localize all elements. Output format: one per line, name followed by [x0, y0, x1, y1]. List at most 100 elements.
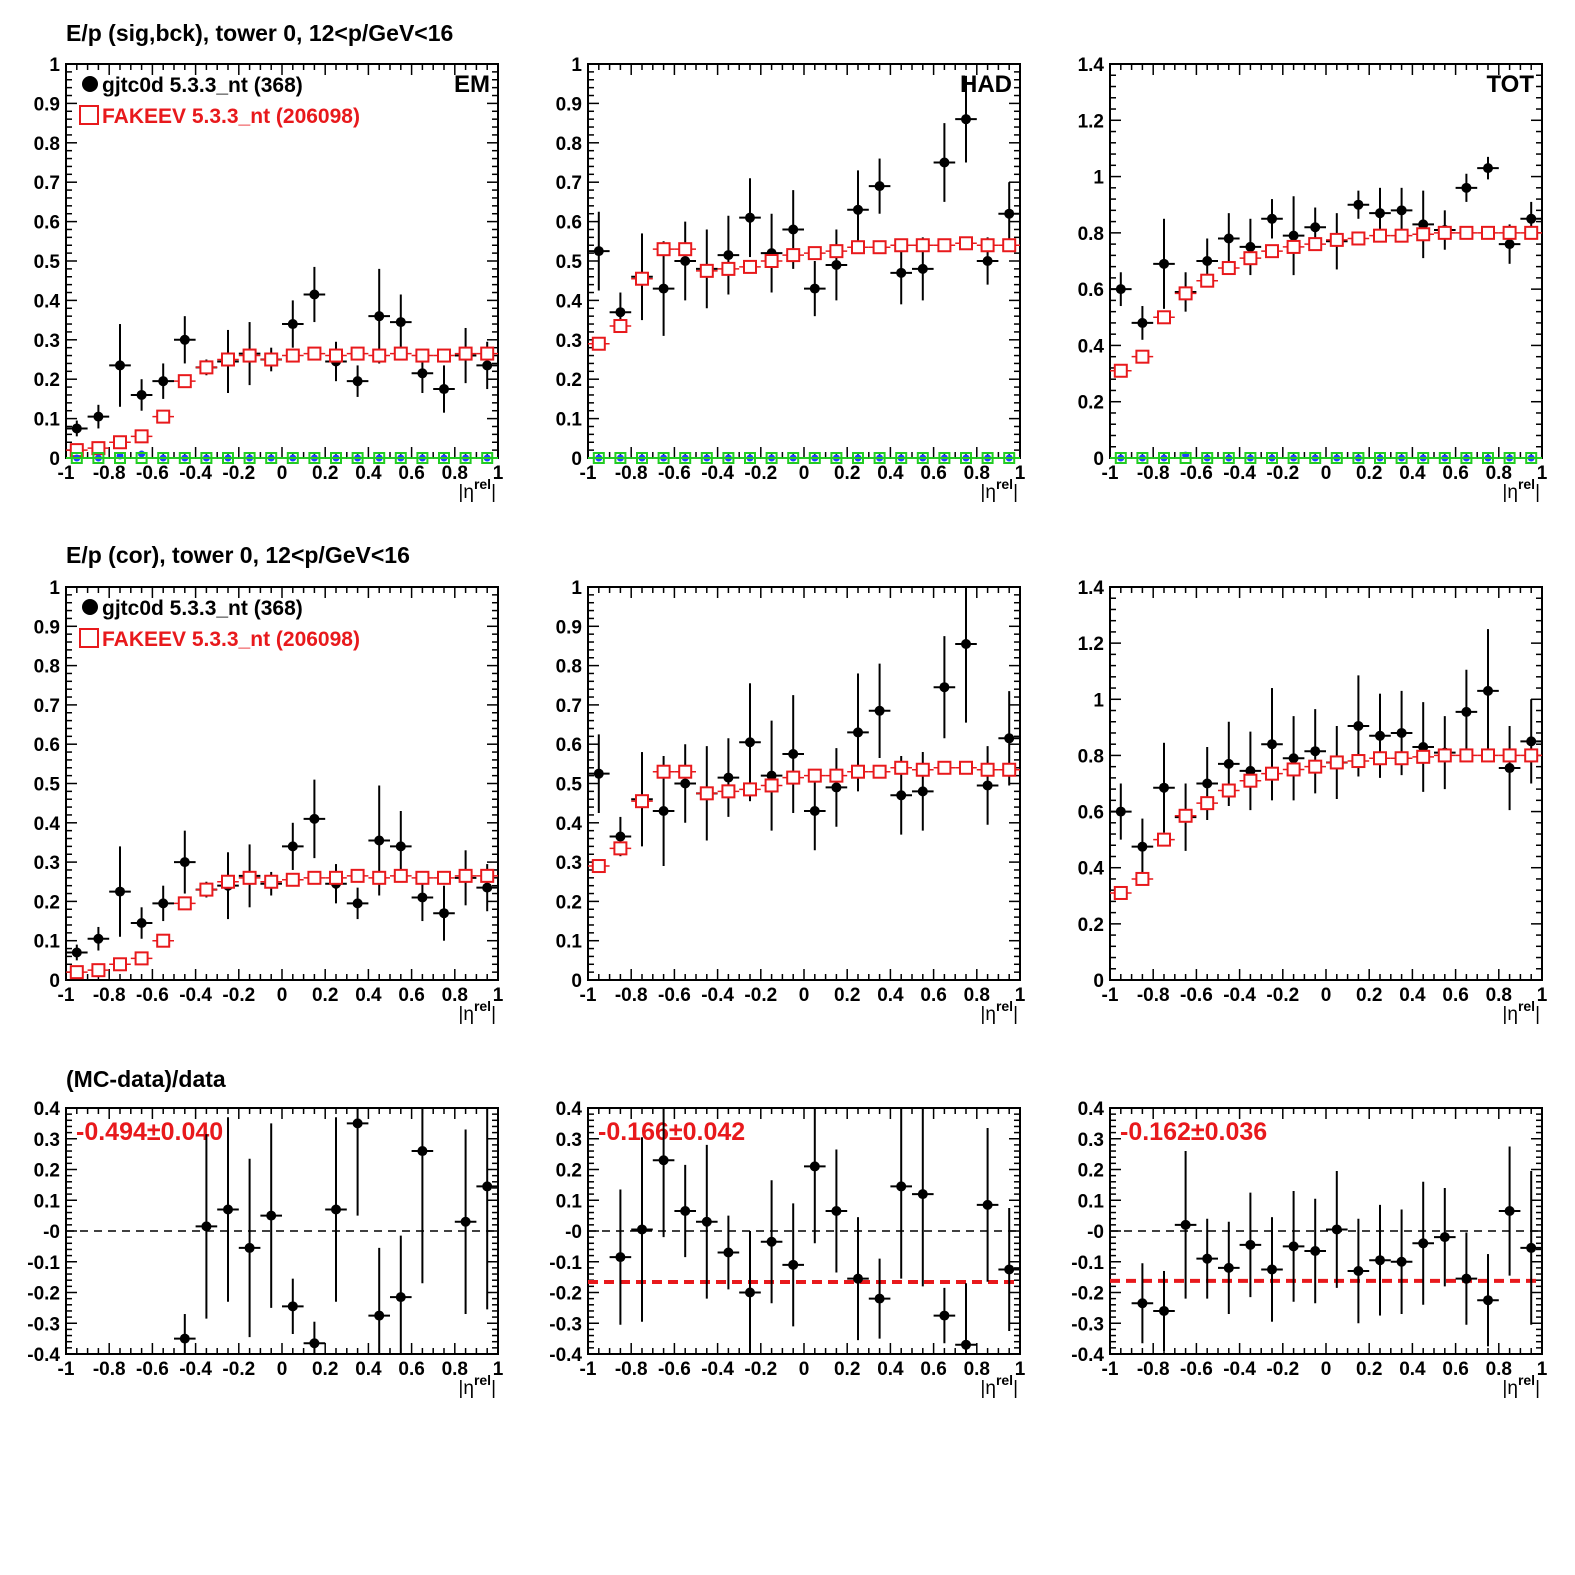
data-point — [874, 1293, 885, 1304]
y-tick-label: 0.6 — [556, 735, 582, 756]
data-point — [745, 737, 755, 748]
y-tick-label: 0.2 — [556, 892, 582, 913]
mc-point — [937, 238, 952, 253]
mc-point — [1502, 225, 1517, 240]
data-point — [1375, 1255, 1385, 1266]
mc-point — [743, 259, 757, 274]
mc-bkg-point — [830, 452, 843, 464]
series-gjtc0d-5-3-3-nt-368- — [588, 75, 1020, 336]
series-fakeev-5-3-3-nt-206098- — [588, 236, 1020, 351]
y-tick-label: 0.5 — [556, 252, 583, 273]
y-tick-label: -0.4 — [27, 1345, 60, 1366]
mc-bkg-point — [1309, 452, 1322, 464]
legend-data-marker — [82, 76, 98, 92]
data-point — [982, 1199, 993, 1210]
mc-point — [69, 965, 84, 980]
mc-bkg-point — [1244, 452, 1257, 464]
y-tick-label: 0.2 — [34, 370, 60, 391]
y-tick-label: -0.2 — [549, 1284, 582, 1305]
x-tick-label: 0.4 — [877, 1359, 904, 1380]
mc-point — [764, 254, 779, 268]
data-point — [179, 857, 190, 868]
data-point — [1310, 746, 1321, 757]
mc-bkg-point — [1222, 452, 1235, 464]
x-tick-label: 0.2 — [1356, 1359, 1382, 1380]
mc-bkg-point — [438, 452, 450, 464]
mc-point — [980, 762, 995, 777]
mc-point — [807, 768, 822, 783]
data-point — [1267, 1264, 1277, 1275]
y-tick-label: -0.3 — [549, 1314, 582, 1335]
data-point — [680, 778, 691, 789]
x-axis-label: |ηrel| — [980, 1372, 1018, 1399]
y-tick-label: 0.8 — [34, 657, 60, 678]
mc-point — [437, 870, 451, 885]
data-point — [417, 892, 428, 903]
y-tick-label: 0.1 — [556, 410, 583, 431]
data-point — [961, 114, 971, 125]
mc-point — [350, 868, 365, 883]
mc-bkg-point — [1395, 452, 1408, 464]
mc-point — [678, 242, 693, 257]
x-tick-label: 0.8 — [964, 1359, 990, 1380]
mc-point — [1243, 773, 1258, 788]
legend-data-label: gjtc0d 5.3.3_nt (368) — [102, 597, 303, 620]
data-point — [593, 768, 604, 779]
data-point — [439, 384, 449, 395]
data-point — [1504, 1206, 1515, 1217]
plot-frame — [1109, 63, 1543, 459]
mc-bkg-point — [592, 452, 605, 464]
y-tick-label: -0 — [565, 1222, 582, 1243]
x-tick-label: 0 — [277, 1359, 288, 1380]
mc-bkg-point — [916, 452, 929, 464]
x-tick-label: 0.8 — [1486, 985, 1512, 1006]
mc-point — [1002, 762, 1017, 777]
y-tick-label: 0.2 — [34, 892, 60, 913]
x-tick-label: -0.2 — [744, 985, 777, 1006]
x-tick-label: 0.6 — [398, 463, 424, 484]
mc-bkg-point — [700, 452, 713, 464]
data-point — [374, 1310, 385, 1321]
x-tick-label: -0.6 — [658, 1359, 691, 1380]
mc-point — [980, 238, 995, 253]
mc-bkg-point — [1503, 452, 1516, 464]
mc-bkg-point — [938, 452, 951, 464]
mc-point — [177, 374, 192, 389]
y-tick-label: 0 — [1093, 449, 1104, 470]
mc-point — [851, 240, 865, 255]
y-tick-label: 0.4 — [556, 814, 583, 835]
data-point — [1418, 219, 1429, 230]
mc-bkg-point — [744, 452, 756, 464]
series-fakeev-5-3-3-nt-206098- — [1110, 225, 1542, 378]
y-tick-label: 1.2 — [1078, 111, 1104, 132]
data-point — [874, 705, 885, 716]
mc-point — [329, 348, 343, 363]
y-tick-label: 0.8 — [556, 134, 582, 155]
data-point — [1223, 1262, 1234, 1273]
y-tick-label: 0.2 — [556, 370, 582, 391]
y-tick-label: 0.1 — [34, 1191, 61, 1212]
data-point — [287, 319, 298, 330]
mc-point — [437, 348, 451, 363]
data-point — [71, 947, 82, 958]
mc-point — [415, 870, 430, 885]
x-axis-label: |ηrel| — [980, 998, 1018, 1025]
x-tick-label: -0.8 — [1137, 985, 1170, 1006]
mc-point — [393, 346, 408, 361]
mc-point — [1286, 239, 1301, 254]
x-tick-label: -0.4 — [1223, 463, 1256, 484]
mc-point — [764, 778, 779, 793]
data-point — [417, 1146, 428, 1157]
data-point — [1526, 736, 1537, 747]
mc-point — [372, 870, 387, 885]
data-point — [1483, 1295, 1493, 1306]
mc-bkg-point — [787, 452, 800, 464]
data-point — [939, 157, 950, 168]
data-point — [1526, 213, 1537, 224]
mc-bkg-point — [351, 452, 364, 464]
mc-point — [699, 263, 714, 278]
mc-point — [1135, 871, 1150, 886]
data-point — [1115, 284, 1126, 295]
data-point — [961, 1339, 971, 1350]
mc-point — [199, 360, 214, 375]
